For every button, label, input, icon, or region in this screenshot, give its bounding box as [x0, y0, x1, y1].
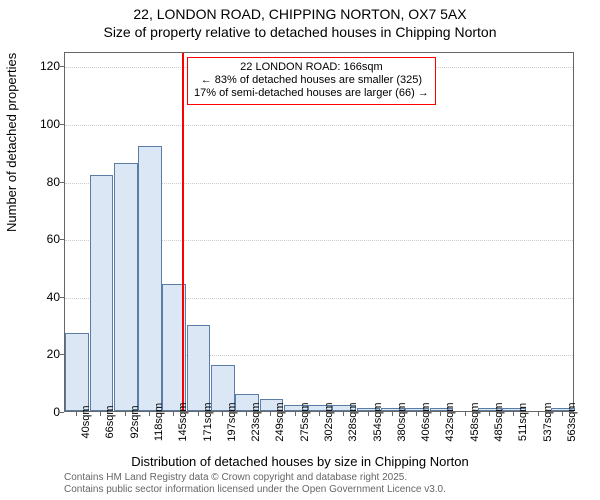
- x-tick-mark: [489, 412, 490, 416]
- x-tick-mark: [149, 412, 150, 416]
- x-tick-mark: [198, 412, 199, 416]
- footer-line2: Contains public sector information licen…: [64, 484, 446, 496]
- x-tick-mark: [319, 412, 320, 416]
- x-tick-label: 66sqm: [104, 405, 116, 438]
- chart-container: 22, LONDON ROAD, CHIPPING NORTON, OX7 5A…: [0, 0, 600, 500]
- y-tick-label: 40: [30, 290, 60, 304]
- histogram-bar: [65, 333, 89, 411]
- x-tick-label: 302sqm: [323, 402, 335, 441]
- x-tick-label: 380sqm: [396, 402, 408, 441]
- x-tick-mark: [465, 412, 466, 416]
- y-tick-mark: [60, 124, 64, 125]
- x-tick-label: 458sqm: [469, 402, 481, 441]
- x-tick-mark: [295, 412, 296, 416]
- x-tick-label: 118sqm: [153, 403, 165, 441]
- y-tick-mark: [60, 297, 64, 298]
- histogram-bar: [187, 325, 211, 411]
- annotation-line: 22 LONDON ROAD: 166sqm: [194, 61, 429, 74]
- x-tick-label: 485sqm: [493, 402, 505, 441]
- histogram-bar: [138, 146, 162, 411]
- footer-attribution: Contains HM Land Registry data © Crown c…: [64, 472, 446, 496]
- x-tick-label: 171sqm: [202, 402, 214, 441]
- x-tick-mark: [440, 412, 441, 416]
- title-block: 22, LONDON ROAD, CHIPPING NORTON, OX7 5A…: [0, 0, 600, 41]
- x-tick-mark: [368, 412, 369, 416]
- x-tick-mark: [222, 412, 223, 416]
- y-tick-label: 60: [30, 232, 60, 246]
- x-tick-mark: [173, 412, 174, 416]
- x-tick-label: 249sqm: [274, 402, 286, 441]
- title-line1: 22, LONDON ROAD, CHIPPING NORTON, OX7 5A…: [0, 6, 600, 24]
- x-tick-mark: [562, 412, 563, 416]
- y-tick-label: 0: [30, 405, 60, 419]
- x-axis-label: Distribution of detached houses by size …: [0, 454, 600, 469]
- y-tick-label: 100: [30, 117, 60, 131]
- reference-line: [182, 53, 184, 411]
- x-tick-mark: [392, 412, 393, 416]
- histogram-bar: [114, 163, 138, 411]
- footer-line1: Contains HM Land Registry data © Crown c…: [64, 472, 446, 484]
- y-tick-mark: [60, 182, 64, 183]
- x-tick-mark: [343, 412, 344, 416]
- x-tick-mark: [513, 412, 514, 416]
- y-tick-mark: [60, 239, 64, 240]
- y-tick-label: 20: [30, 347, 60, 361]
- annotation-box: 22 LONDON ROAD: 166sqm← 83% of detached …: [187, 57, 436, 105]
- x-tick-label: 432sqm: [444, 402, 456, 441]
- x-tick-label: 40sqm: [80, 405, 92, 438]
- x-tick-label: 275sqm: [299, 402, 311, 441]
- y-tick-mark: [60, 412, 64, 413]
- x-tick-mark: [76, 412, 77, 416]
- annotation-line: 17% of semi-detached houses are larger (…: [194, 87, 429, 100]
- y-tick-label: 120: [30, 59, 60, 73]
- x-tick-mark: [538, 412, 539, 416]
- x-tick-label: 563sqm: [566, 402, 578, 441]
- annotation-line: ← 83% of detached houses are smaller (32…: [194, 74, 429, 87]
- x-tick-label: 328sqm: [347, 402, 359, 441]
- y-tick-mark: [60, 354, 64, 355]
- plot-area: 22 LONDON ROAD: 166sqm← 83% of detached …: [64, 52, 574, 412]
- x-tick-label: 145sqm: [177, 402, 189, 441]
- y-tick-label: 80: [30, 175, 60, 189]
- y-tick-mark: [60, 66, 64, 67]
- histogram-bar: [90, 175, 114, 411]
- x-tick-label: 537sqm: [542, 402, 554, 441]
- x-tick-label: 354sqm: [372, 402, 384, 441]
- x-tick-label: 511sqm: [517, 403, 529, 441]
- title-line2: Size of property relative to detached ho…: [0, 24, 600, 42]
- x-tick-mark: [246, 412, 247, 416]
- x-tick-mark: [270, 412, 271, 416]
- x-tick-mark: [100, 412, 101, 416]
- x-tick-label: 92sqm: [129, 405, 141, 438]
- x-tick-label: 197sqm: [226, 402, 238, 441]
- x-tick-label: 406sqm: [420, 402, 432, 441]
- x-tick-mark: [125, 412, 126, 416]
- x-tick-mark: [416, 412, 417, 416]
- gridline: [65, 125, 573, 126]
- y-axis-label: Number of detached properties: [4, 53, 19, 232]
- x-tick-label: 223sqm: [250, 402, 262, 441]
